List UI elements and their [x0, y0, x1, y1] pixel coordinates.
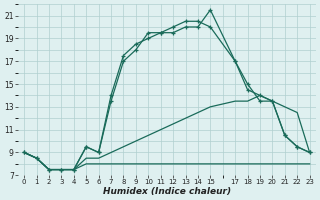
X-axis label: Humidex (Indice chaleur): Humidex (Indice chaleur) — [103, 187, 231, 196]
